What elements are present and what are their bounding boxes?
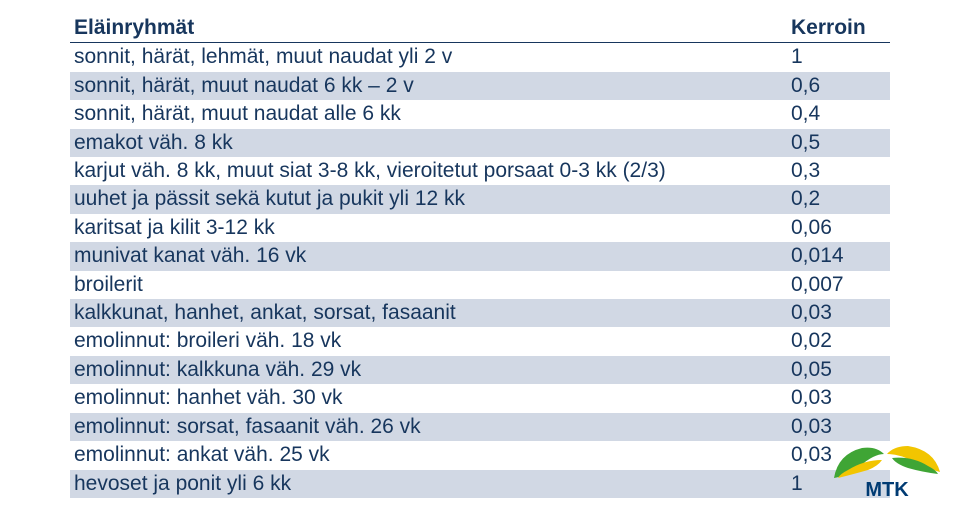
row-label: emolinnut: sorsat, fasaanit väh. 26 vk (70, 413, 787, 441)
table-row: emakot väh. 8 kk0,5 (70, 129, 890, 157)
row-label: sonnit, härät, muut naudat 6 kk – 2 v (70, 72, 787, 100)
table-row: hevoset ja ponit yli 6 kk1 (70, 470, 890, 498)
row-label: munivat kanat väh. 16 vk (70, 242, 787, 270)
table-row: sonnit, härät, muut naudat alle 6 kk0,4 (70, 100, 890, 128)
row-label: broilerit (70, 271, 787, 299)
row-label: karjut väh. 8 kk, muut siat 3-8 kk, vier… (70, 157, 787, 185)
table-body: sonnit, härät, lehmät, muut naudat yli 2… (70, 43, 890, 498)
table-row: broilerit0,007 (70, 271, 890, 299)
row-label: sonnit, härät, lehmät, muut naudat yli 2… (70, 43, 787, 72)
row-label: emolinnut: ankat väh. 25 vk (70, 441, 787, 469)
row-value: 0,5 (787, 129, 890, 157)
table-row: emolinnut: sorsat, fasaanit väh. 26 vk0,… (70, 413, 890, 441)
table-header-row: Eläinryhmät Kerroin (70, 14, 890, 43)
row-label: sonnit, härät, muut naudat alle 6 kk (70, 100, 787, 128)
table-row: emolinnut: hanhet väh. 30 vk0,03 (70, 384, 890, 412)
row-value: 0,06 (787, 214, 890, 242)
row-label: karitsat ja kilit 3-12 kk (70, 214, 787, 242)
row-value: 0,4 (787, 100, 890, 128)
table-row: emolinnut: broileri väh. 18 vk0,02 (70, 327, 890, 355)
row-value: 0,2 (787, 185, 890, 213)
row-value: 0,03 (787, 299, 890, 327)
table-row: karjut väh. 8 kk, muut siat 3-8 kk, vier… (70, 157, 890, 185)
row-label: hevoset ja ponit yli 6 kk (70, 470, 787, 498)
table-row: sonnit, härät, muut naudat 6 kk – 2 v0,6 (70, 72, 890, 100)
table-row: munivat kanat väh. 16 vk0,014 (70, 242, 890, 270)
table-row: kalkkunat, hanhet, ankat, sorsat, fasaan… (70, 299, 890, 327)
row-value: 0,007 (787, 271, 890, 299)
row-label: uuhet ja pässit sekä kutut ja pukit yli … (70, 185, 787, 213)
header-col-2: Kerroin (787, 14, 890, 43)
row-value: 0,6 (787, 72, 890, 100)
row-value: 0,05 (787, 356, 890, 384)
table-row: emolinnut: kalkkuna väh. 29 vk0,05 (70, 356, 890, 384)
row-label: emolinnut: kalkkuna väh. 29 vk (70, 356, 787, 384)
mtk-logo: MTK (832, 444, 942, 500)
table-row: emolinnut: ankat väh. 25 vk0,03 (70, 441, 890, 469)
row-value: 0,3 (787, 157, 890, 185)
page: Eläinryhmät Kerroin sonnit, härät, lehmä… (0, 0, 960, 522)
row-value: 0,014 (787, 242, 890, 270)
header-col-1: Eläinryhmät (70, 14, 787, 43)
table-row: karitsat ja kilit 3-12 kk0,06 (70, 214, 890, 242)
row-label: emolinnut: broileri väh. 18 vk (70, 327, 787, 355)
row-value: 0,03 (787, 413, 890, 441)
row-value: 0,03 (787, 384, 890, 412)
logo-text: MTK (865, 479, 909, 500)
table-row: sonnit, härät, lehmät, muut naudat yli 2… (70, 43, 890, 72)
row-value: 1 (787, 43, 890, 72)
row-label: emakot väh. 8 kk (70, 129, 787, 157)
row-value: 0,02 (787, 327, 890, 355)
row-label: kalkkunat, hanhet, ankat, sorsat, fasaan… (70, 299, 787, 327)
table-row: uuhet ja pässit sekä kutut ja pukit yli … (70, 185, 890, 213)
row-label: emolinnut: hanhet väh. 30 vk (70, 384, 787, 412)
animal-groups-table: Eläinryhmät Kerroin sonnit, härät, lehmä… (70, 14, 890, 498)
